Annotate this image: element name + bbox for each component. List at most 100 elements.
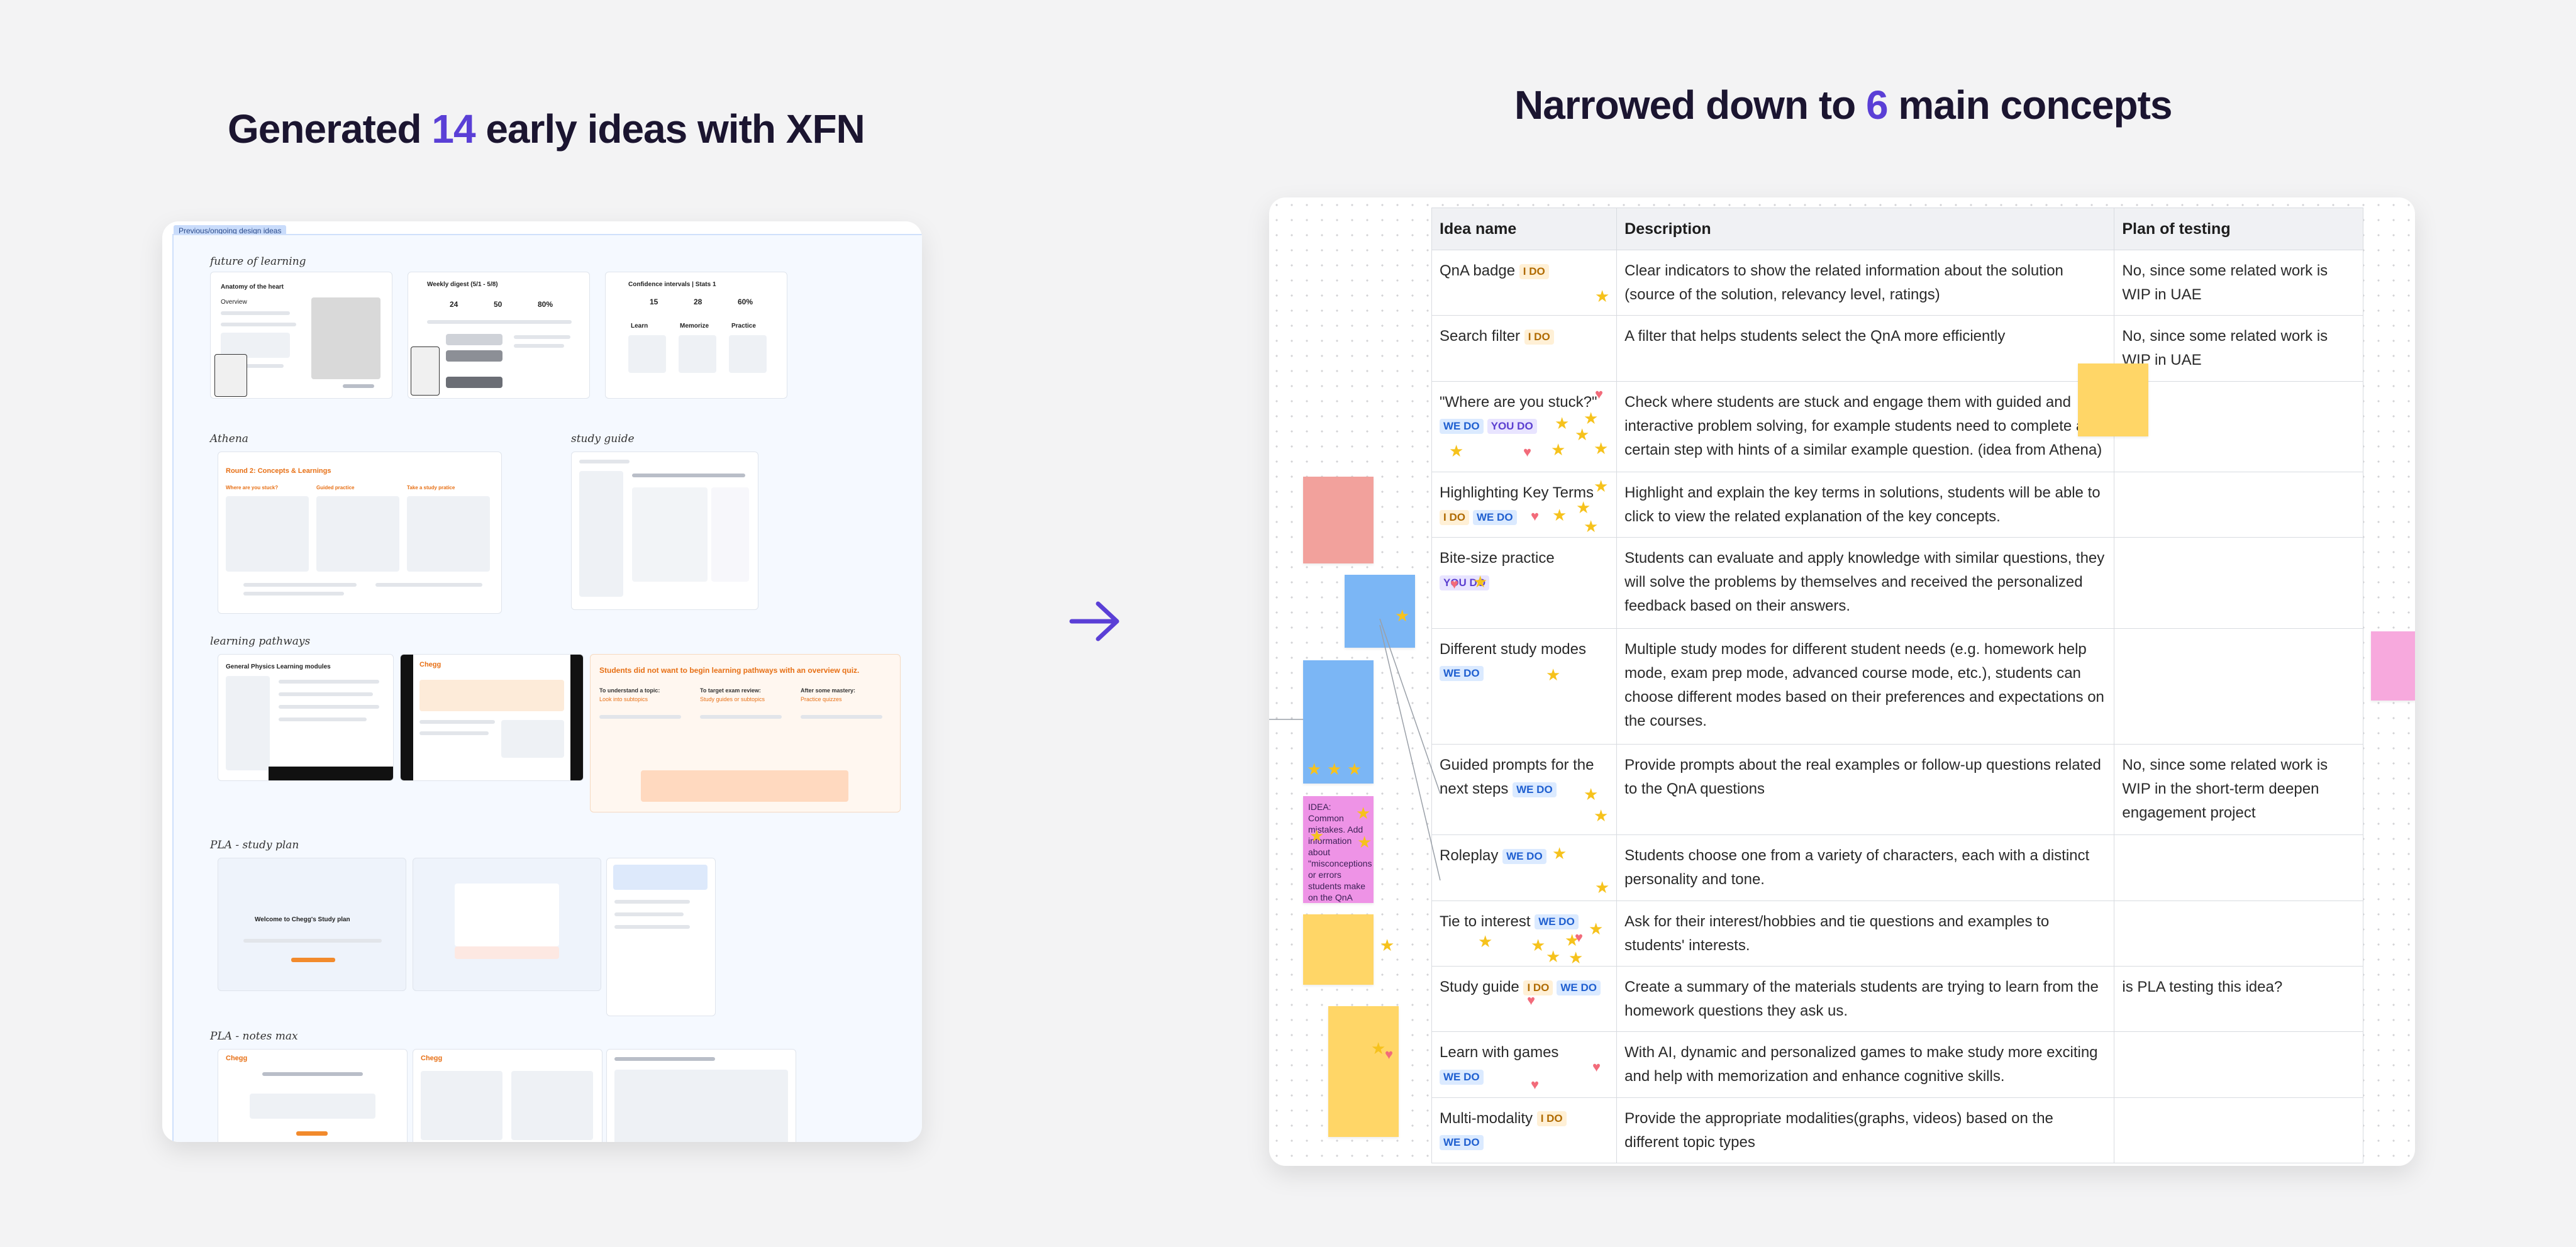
table-row: QnA badge I DO Clear indicators to show t… xyxy=(1431,249,2363,316)
concept-table: Idea name Description Plan of testing Qn… xyxy=(1431,208,2363,1164)
heart-icon: ♥ xyxy=(1575,929,1584,945)
idea-card-confidence: Confidence intervals | Stats 1 15 28 60%… xyxy=(605,272,787,399)
right-heading: Narrowed down to 6 main concepts xyxy=(1514,82,2172,128)
connector-lines xyxy=(1269,618,1441,881)
star-icon: ★ xyxy=(1531,936,1546,955)
heart-icon: ♥ xyxy=(1592,1059,1601,1075)
column-label: Learn xyxy=(631,323,648,330)
card-title: Weekly digest (5/1 - 5/8) xyxy=(427,281,498,288)
table-row: Multi-modality I DO WE DO Provide the appr… xyxy=(1431,1097,2363,1164)
star-icon: ★ xyxy=(1307,760,1322,779)
role-tag: I DO xyxy=(1440,509,1469,525)
column-label: To target exam review: xyxy=(700,687,761,694)
role-tag: WE DO xyxy=(1440,1135,1484,1151)
idea-card-athena: Round 2: Concepts & Learnings Where are … xyxy=(218,452,502,614)
ideas-count: 14 xyxy=(431,106,475,152)
section-athena: Athena xyxy=(210,433,248,445)
column-sub: Look into subtopics xyxy=(599,696,648,702)
star-icon: ★ xyxy=(1594,439,1609,458)
heart-icon: ♥ xyxy=(1527,992,1536,1008)
idea-testing-plan: No, since some related work is WIP in UA… xyxy=(2114,315,2363,382)
star-icon: ★ xyxy=(1357,833,1372,851)
star-icon: ★ xyxy=(1595,878,1610,897)
star-icon: ★ xyxy=(1395,606,1410,625)
table-row: Learn with games WE DO With AI, dynamic a… xyxy=(1431,1031,2363,1098)
idea-name-cell: Guided prompts for the next steps WE DO xyxy=(1431,744,1618,836)
column-header-description: Description xyxy=(1616,208,2115,250)
star-icon: ★ xyxy=(1551,440,1566,459)
idea-description: Check where students are stuck and engag… xyxy=(1616,380,2115,472)
ideas-board: Previous/ongoing design ideas future of … xyxy=(162,221,922,1142)
section-future-of-learning: future of learning xyxy=(210,255,306,268)
star-icon: ★ xyxy=(1589,919,1604,938)
idea-card-notes-1: Chegg xyxy=(218,1049,408,1142)
idea-card-physics: General Physics Learning modules xyxy=(218,654,394,781)
star-icon: ★ xyxy=(1576,498,1591,517)
star-icon: ★ xyxy=(1584,517,1599,536)
sticky-note-yellow xyxy=(1303,914,1374,985)
idea-name: Multi-modality xyxy=(1440,1109,1533,1127)
stat-value: 50 xyxy=(494,300,502,309)
idea-name-cell: Different study modes WE DO xyxy=(1431,628,1618,745)
idea-description: Highlight and explain the key terms in s… xyxy=(1616,471,2115,538)
column-label: Take a study pratice xyxy=(407,485,455,490)
idea-card-pathway-insight: Students did not want to begin learning … xyxy=(590,654,901,812)
idea-name: Different study modes xyxy=(1440,640,1587,658)
ideas-frame: future of learning Anatomy of the heart … xyxy=(172,234,922,1142)
idea-name-cell: Study guide I DO WE DO xyxy=(1431,965,1618,1033)
idea-name: "Where are you stuck?" xyxy=(1440,393,1597,411)
star-icon: ★ xyxy=(1546,947,1561,966)
stat-value: 15 xyxy=(650,297,658,306)
board-tag: Previous/ongoing design ideas xyxy=(174,225,287,236)
idea-name: Search filter xyxy=(1440,328,1521,345)
column-label: Memorize xyxy=(680,323,709,330)
column-label: After some mastery: xyxy=(801,687,856,694)
idea-testing-plan: No, since some related work is WIP in UA… xyxy=(2114,249,2363,316)
idea-card-study-guide xyxy=(571,452,758,610)
idea-description: Provide the appropriate modalities(graph… xyxy=(1616,1097,2115,1164)
heart-icon: ♥ xyxy=(1595,386,1604,402)
star-icon: ★ xyxy=(1584,785,1599,804)
stat-value: 60% xyxy=(738,297,753,306)
sticky-note-blue xyxy=(1345,575,1415,648)
heart-icon: ♥ xyxy=(1531,508,1540,524)
role-tag: WE DO xyxy=(1440,1069,1484,1085)
idea-testing-plan xyxy=(2114,471,2363,538)
idea-card-notes-2: Chegg xyxy=(413,1049,602,1142)
idea-card-weekly-digest: Weekly digest (5/1 - 5/8) 24 50 80% xyxy=(408,272,590,399)
column-label: Where are you stuck? xyxy=(226,485,279,490)
section-study-guide: study guide xyxy=(571,433,635,445)
arrow-right-icon xyxy=(1069,601,1119,641)
role-tag: WE DO xyxy=(1472,509,1517,525)
star-icon: ★ xyxy=(1380,936,1395,955)
role-tag: WE DO xyxy=(1440,666,1484,682)
idea-description: Provide prompts about the real examples … xyxy=(1616,744,2115,836)
heart-icon: ♥ xyxy=(1531,1077,1540,1092)
star-icon: ★ xyxy=(1565,931,1580,950)
idea-card-study-plan: Welcome to Chegg's Study plan xyxy=(218,858,406,991)
idea-description: Students choose one from a variety of ch… xyxy=(1616,834,2115,901)
section-pla-study-plan: PLA - study plan xyxy=(210,839,299,851)
idea-name: Tie to interest xyxy=(1440,912,1531,930)
table-row: Study guide I DO WE DO Create a summary of… xyxy=(1431,965,2363,1033)
column-label: Practice xyxy=(731,323,756,330)
card-subtitle: Overview xyxy=(221,299,247,306)
heart-icon: ♥ xyxy=(1385,1046,1394,1062)
heart-icon: ♥ xyxy=(1450,576,1459,592)
card-title: Chegg xyxy=(226,1055,248,1062)
role-tag: WE DO xyxy=(1440,419,1484,435)
column-header-plan: Plan of testing xyxy=(2114,208,2363,250)
sticky-note-yellow-2 xyxy=(1328,1006,1399,1137)
role-tag: I DO xyxy=(1524,329,1554,345)
idea-name-cell: "Where are you stuck?" WE DO YOU DO xyxy=(1431,380,1618,472)
table-row: Different study modes WE DO Multiple stud… xyxy=(1431,628,2363,745)
idea-name-cell: Multi-modality I DO WE DO xyxy=(1431,1097,1618,1164)
idea-name-cell: Bite-size practice YOU DO xyxy=(1431,537,1618,629)
table-row: Guided prompts for the next steps WE DO P… xyxy=(1431,744,2363,836)
role-tag: I DO xyxy=(1536,1111,1567,1127)
table-row: Search filter I DO A filter that helps st… xyxy=(1431,315,2363,382)
sticky-note-common-mistakes: IDEA: Common mistakes. Add information a… xyxy=(1303,796,1374,903)
table-row: "Where are you stuck?" WE DO YOU DO Check … xyxy=(1431,380,2363,472)
sticky-text: IDEA: Common mistakes. Add information a… xyxy=(1308,802,1372,902)
idea-name: Roleplay xyxy=(1440,847,1499,865)
